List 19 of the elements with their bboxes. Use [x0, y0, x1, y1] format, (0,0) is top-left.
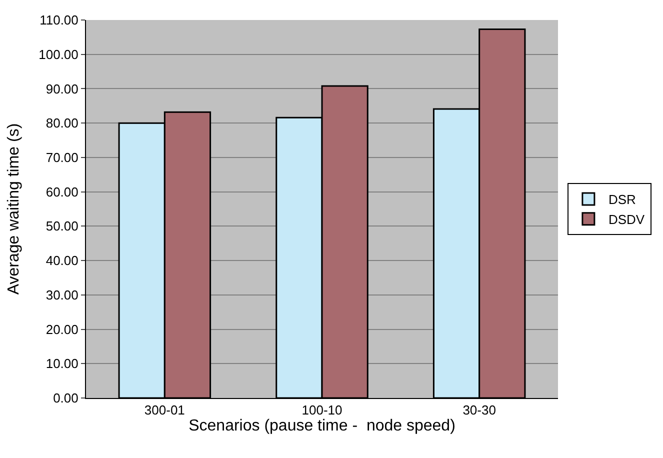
x-tick-label: 100-10	[302, 402, 342, 418]
y-tick-label: 70.00	[46, 150, 78, 165]
y-axis-title: Average waiting time (s)	[6, 123, 23, 295]
y-tick-label: 50.00	[46, 218, 78, 234]
y-tick-label: 10.00	[46, 356, 78, 372]
y-tick-label: 90.00	[46, 81, 78, 96]
legend-label: DSR	[608, 192, 636, 208]
y-tick-label: 40.00	[46, 253, 78, 268]
legend-label: DSDV	[608, 212, 645, 227]
x-tick-label: 300-01	[144, 402, 185, 418]
y-tick-label: 20.00	[46, 322, 78, 337]
y-tick-label: 0.00	[53, 390, 78, 406]
y-tick-label: 110.00	[40, 12, 78, 28]
y-tick-label: 100.00	[38, 46, 78, 62]
y-tick-label: 80.00	[46, 116, 78, 131]
y-tick-label: 30.00	[46, 287, 78, 302]
x-axis-title: Scenarios (pause time - node speed)	[188, 418, 456, 435]
x-tick-label: 30-30	[462, 402, 496, 418]
y-tick-label: 60.00	[46, 184, 78, 200]
